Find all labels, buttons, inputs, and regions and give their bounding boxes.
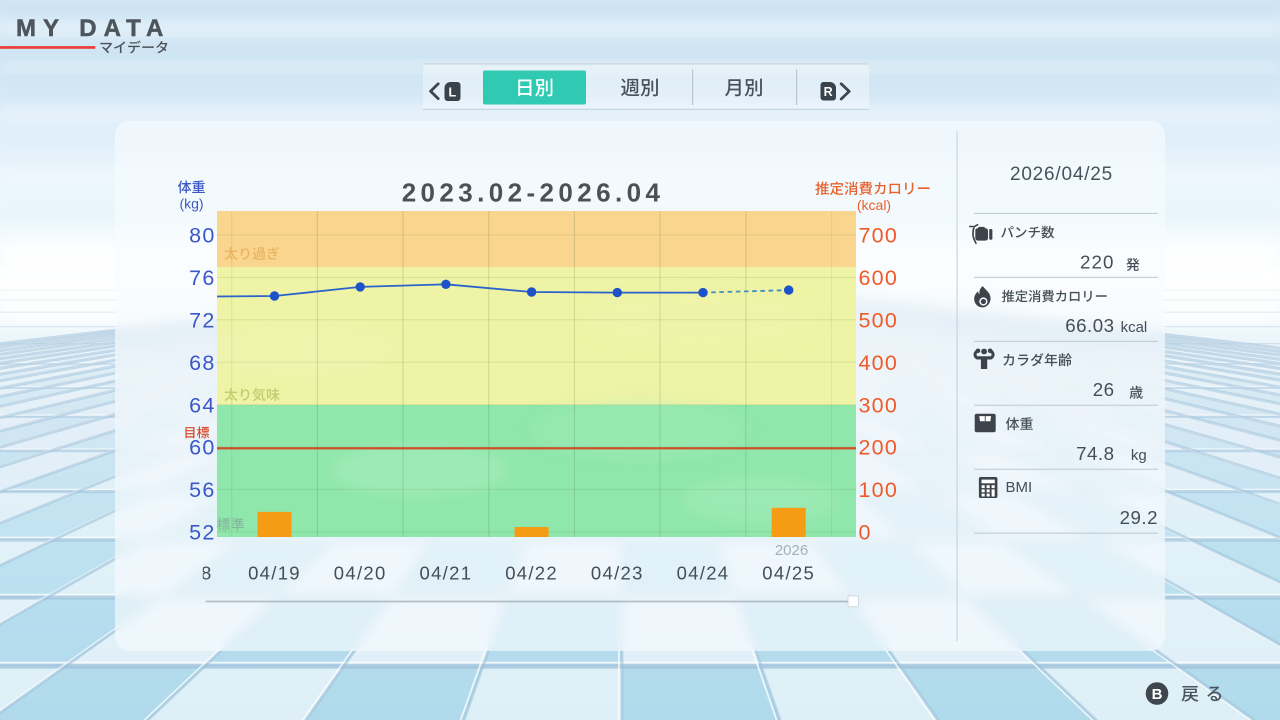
- svg-text:04/19: 04/19: [248, 563, 301, 584]
- svg-text:04/21: 04/21: [420, 563, 473, 584]
- svg-text:04/24: 04/24: [677, 563, 730, 584]
- svg-text:80: 80: [189, 224, 215, 248]
- svg-text:600: 600: [859, 266, 898, 290]
- svg-text:56: 56: [189, 478, 215, 502]
- svg-text:kg: kg: [1131, 447, 1147, 464]
- svg-text:BMI: BMI: [1006, 479, 1033, 496]
- svg-text:04/20: 04/20: [334, 563, 387, 584]
- svg-text:MY DATA: MY DATA: [16, 15, 170, 42]
- svg-text:0: 0: [859, 521, 872, 545]
- svg-text:kcal: kcal: [1121, 319, 1148, 336]
- svg-text:(kcal): (kcal): [857, 197, 891, 213]
- svg-text:74.8: 74.8: [1076, 443, 1114, 464]
- svg-text:52: 52: [189, 521, 215, 545]
- svg-text:68: 68: [189, 351, 215, 375]
- svg-text:04/25: 04/25: [762, 563, 815, 584]
- svg-text:B: B: [1152, 686, 1163, 703]
- svg-text:60: 60: [189, 436, 215, 460]
- svg-text:66.03: 66.03: [1065, 315, 1114, 336]
- svg-text:400: 400: [859, 351, 898, 375]
- svg-text:72: 72: [189, 309, 215, 333]
- svg-text:26: 26: [1093, 379, 1115, 400]
- svg-text:2026: 2026: [775, 542, 808, 559]
- svg-text:29.2: 29.2: [1120, 507, 1158, 528]
- svg-text:(kg): (kg): [179, 196, 203, 212]
- svg-text:700: 700: [859, 224, 898, 248]
- svg-text:220: 220: [1080, 251, 1114, 272]
- svg-text:64: 64: [189, 393, 215, 417]
- svg-text:2026/04/25: 2026/04/25: [1010, 164, 1113, 185]
- svg-text:L: L: [448, 86, 456, 100]
- svg-text:R: R: [824, 85, 833, 99]
- svg-text:04/18: 04/18: [160, 563, 213, 584]
- svg-text:300: 300: [859, 393, 898, 417]
- svg-text:04/22: 04/22: [505, 563, 558, 584]
- svg-text:2023.02-2026.04: 2023.02-2026.04: [402, 178, 665, 208]
- svg-text:04/23: 04/23: [591, 563, 644, 584]
- svg-text:76: 76: [189, 266, 215, 290]
- svg-text:200: 200: [859, 436, 898, 460]
- svg-text:100: 100: [859, 478, 898, 502]
- svg-text:500: 500: [859, 309, 898, 333]
